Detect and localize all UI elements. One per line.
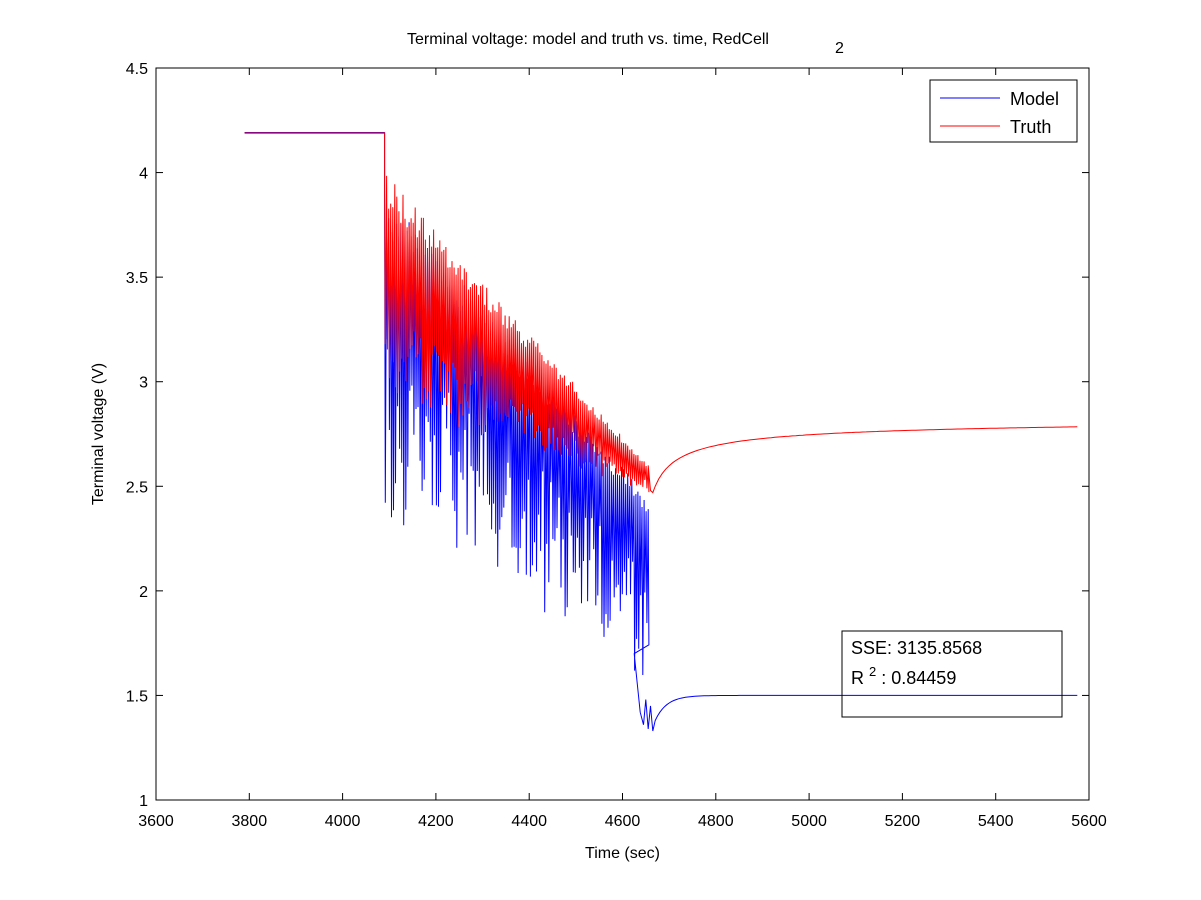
legend-label-model: Model <box>1010 89 1059 109</box>
stats-annotation: SSE: 3135.8568 R 2 : 0.84459 <box>841 630 1063 718</box>
x-tick-label: 3800 <box>232 813 268 830</box>
y-tick-label: 1.5 <box>126 688 148 705</box>
stats-box <box>841 630 1063 718</box>
x-tick-label: 4200 <box>418 813 454 830</box>
x-tick-label: 4600 <box>605 813 641 830</box>
y-tick-label: 1 <box>139 793 148 810</box>
y-axis-label: Terminal voltage (V) <box>90 363 107 505</box>
series-layer <box>244 132 1078 732</box>
y-tick-label: 4 <box>139 166 148 183</box>
x-tick-label: 3600 <box>138 813 174 830</box>
y-tick-label: 3.5 <box>126 270 148 287</box>
legend-box <box>929 79 1078 143</box>
sse-label: SSE: 3135.8568 <box>851 638 982 658</box>
x-tick-label: 5400 <box>978 813 1014 830</box>
y-tick-label: 2.5 <box>126 479 148 496</box>
y-tick-label: 2 <box>139 584 148 601</box>
x-tick-label: 4000 <box>325 813 361 830</box>
axis-ticks: 3600 3800 4000 4200 4400 4600 4800 5000 5200 5400… <box>126 61 1107 830</box>
r2-label: R 2 : 0.84459 <box>851 660 956 688</box>
x-tick-label: 4400 <box>511 813 547 830</box>
legend-label-truth: Truth <box>1010 117 1051 137</box>
plot-frame <box>155 67 1090 801</box>
y-tick-label: 3 <box>139 375 148 392</box>
chart-title-subscript: 2 <box>835 40 844 57</box>
x-tick-label: 5200 <box>885 813 921 830</box>
x-tick-label: 4800 <box>698 813 734 830</box>
r2-value: : 0.84459 <box>881 668 956 688</box>
chart-title-text: Terminal voltage: model and truth vs. ti… <box>407 31 769 48</box>
chart-title: Terminal voltage: model and truth vs. ti… <box>407 31 844 57</box>
x-tick-label: 5000 <box>791 813 827 830</box>
r2-prefix: R <box>851 668 864 688</box>
series-line-truth <box>244 132 1078 494</box>
legend: Model Truth <box>929 79 1078 143</box>
r2-superscript: 2 <box>869 664 876 679</box>
y-tick-label: 4.5 <box>126 61 148 78</box>
x-tick-label: 5600 <box>1071 813 1107 830</box>
x-axis-label: Time (sec) <box>585 845 660 862</box>
